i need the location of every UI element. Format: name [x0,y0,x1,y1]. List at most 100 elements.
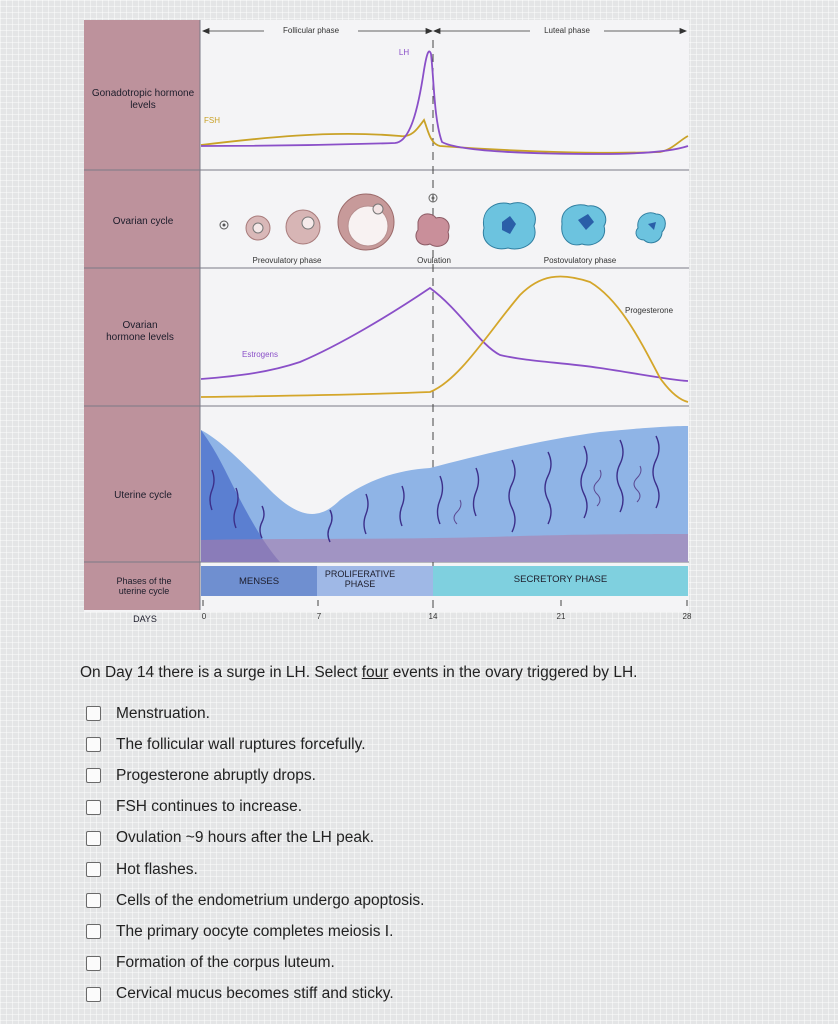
answer-option[interactable]: Formation of the corpus luteum. [86,948,424,979]
checkbox[interactable] [86,799,101,815]
option-label: Menstruation. [116,704,210,722]
arrow-head [679,27,688,35]
option-label: Ovulation ~9 hours after the LH peak. [116,829,375,847]
checkbox[interactable] [86,706,101,722]
answer-option[interactable]: The primary oocyte completes meiosis I. [86,916,424,947]
corpus-luteum-mid-core [578,214,594,230]
lh-curve [200,50,689,155]
ovarian-cycle-label: Ovarian cycle [112,216,174,227]
answer-option[interactable]: Progesterone abruptly drops. [86,760,424,791]
luteal-phase-label: Luteal phase [544,26,590,35]
label-backing [264,24,358,37]
ovulation-label: Ovulation [417,256,451,265]
follicular-phase-label: Follicular phase [282,26,340,35]
answer-option[interactable]: Menstruation. [86,698,424,729]
artery-strokes [453,465,642,525]
days-label: DAYS [133,614,157,624]
figure-svg [84,20,689,612]
question-emphasis: four [361,664,389,681]
progesterone-label: Progesterone [624,306,674,315]
endometrium-illustration [201,426,688,562]
released-oocyte [428,193,438,203]
corpus-luteum-regressing-core [648,222,656,230]
arrow-head [432,27,441,35]
checkbox[interactable] [86,986,101,1002]
graafian-oocyte [372,203,384,215]
preovulatory-label: Preovulatory phase [252,256,322,265]
corpus-luteum-core [502,216,516,234]
phases-label: Phases of the uterine cycle [116,576,172,597]
option-label: FSH continues to increase. [116,798,303,816]
gland-strokes [209,435,660,543]
answer-option[interactable]: FSH continues to increase. [86,792,424,823]
ovarian-hormone-label: Ovarian hormone levels [106,320,174,343]
answer-options: Menstruation. The follicular wall ruptur… [86,698,424,1010]
secondary-follicle-oocyte [301,216,315,230]
secretory-label: SECRETORY PHASE [513,574,608,585]
estrogens-label: Estrogens [241,350,279,359]
option-label: Progesterone abruptly drops. [116,766,316,784]
answer-option[interactable]: Hot flashes. [86,854,424,885]
checkbox[interactable] [86,737,101,753]
question-prompt: On Day 14 there is a surge in LH. Select… [80,664,780,682]
menses-label: MENSES [238,576,280,587]
endometrial-gland [580,445,588,519]
question-suffix: events in the ovary triggered by LH. [388,664,638,681]
fsh-label: FSH [204,116,220,125]
day-tick-label: 0 [201,612,207,621]
day-tick-label: 21 [556,612,566,621]
endometrium-layer [201,426,688,562]
menses-shedding [201,430,280,562]
estrogen-curve [200,286,689,382]
checkbox[interactable] [86,955,101,971]
answer-option[interactable]: Ovulation ~9 hours after the LH peak. [86,823,424,854]
primordial-follicle-oocyte [222,223,226,227]
endometrial-gland [233,487,239,529]
option-label: Formation of the corpus luteum. [116,954,335,972]
proliferative-label: PROLIFERATIVE PHASE [324,569,396,590]
progesterone-curve [200,275,689,403]
endometrial-gland [363,493,369,535]
checkbox[interactable] [86,768,101,784]
ruptured-follicle [415,213,450,247]
checkbox[interactable] [86,830,101,846]
option-label: The follicular wall ruptures forcefully. [116,735,366,753]
graafian-antrum [347,205,389,247]
primordial-follicle [219,220,229,230]
checkbox[interactable] [86,924,101,940]
secretory-bar [433,566,688,596]
arrow-head [201,27,210,35]
endometrial-gland [209,469,215,511]
endometrial-gland [327,509,333,543]
endometrial-gland [259,505,265,539]
checkbox[interactable] [86,893,101,909]
gonadotropic-label: Gonadotropic hormone levels [91,88,195,111]
question-prefix: On Day 14 there is a surge in LH. Select [80,664,362,681]
option-label: Cells of the endometrium undergo apoptos… [116,891,425,909]
arrow-head [425,27,434,35]
primary-follicle-oocyte [252,222,264,234]
option-label: The primary oocyte completes meiosis I. [116,922,394,940]
answer-option[interactable]: Cells of the endometrium undergo apoptos… [86,885,424,916]
answer-option[interactable]: The follicular wall ruptures forcefully. [86,729,424,760]
option-label: Cervical mucus becomes stiff and sticky. [116,985,394,1003]
endometrial-gland [399,485,405,527]
released-oocyte-center [431,196,435,200]
label-backing [530,24,604,37]
spiral-artery [593,469,602,507]
checkbox[interactable] [86,862,101,878]
endometrial-gland [652,435,660,509]
endometrial-gland [616,439,624,513]
ovary-follicles [219,193,666,251]
day-tick-label: 7 [316,612,322,621]
endometrial-gland [436,475,444,525]
answer-option[interactable]: Cervical mucus becomes stiff and sticky. [86,979,424,1010]
corpus-luteum-regressing [635,212,666,244]
spiral-artery [633,465,642,503]
uterine-cycle-label: Uterine cycle [114,490,172,501]
endometrial-gland [508,459,516,533]
menses-bar [201,566,317,596]
lh-label: LH [398,48,410,57]
left-label-panel [84,20,200,610]
endometrial-gland [544,451,552,525]
